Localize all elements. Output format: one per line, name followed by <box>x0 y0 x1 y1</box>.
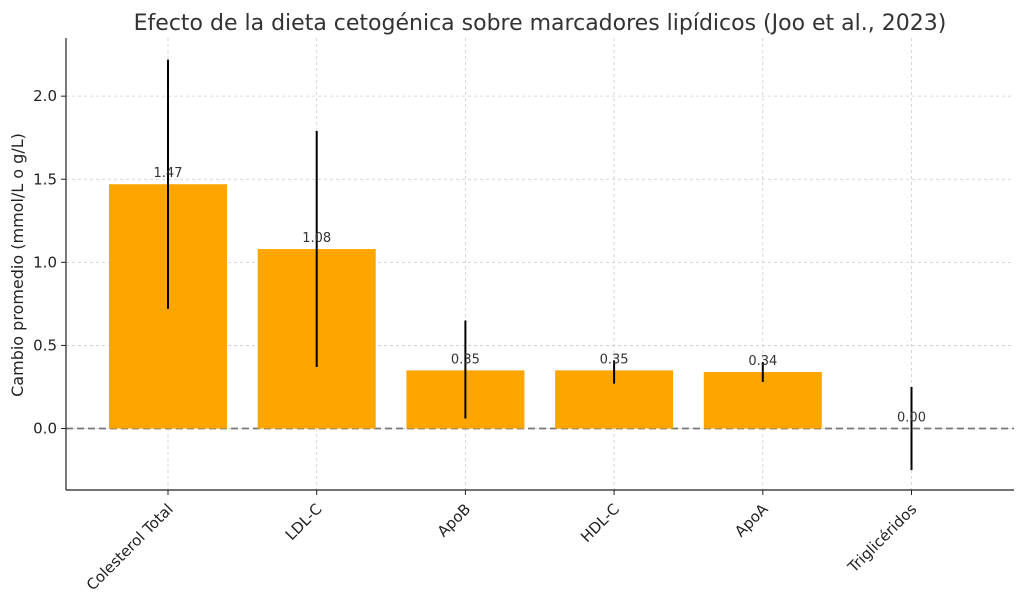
y-ticks: 0.0 0.5 1.0 1.5 2.0 <box>33 87 66 438</box>
data-label: 0.35 <box>451 352 480 367</box>
y-tick-label: 1.0 <box>33 253 57 271</box>
x-tick-label: Colesterol Total <box>83 500 177 594</box>
y-tick-label: 2.0 <box>33 87 57 105</box>
chart-title: Efecto de la dieta cetogénica sobre marc… <box>134 11 947 36</box>
data-labels: 1.47 1.08 0.35 0.35 0.34 0.00 <box>154 166 926 425</box>
data-label: 0.00 <box>897 411 926 426</box>
y-axis-label: Cambio promedio (mmol/L o g/L) <box>8 133 27 397</box>
y-tick-label: 0.5 <box>33 336 57 354</box>
data-label: 0.35 <box>600 352 629 367</box>
x-tick-label: ApoB <box>434 500 474 540</box>
x-ticks: Colesterol Total LDL-C ApoB HDL-C ApoA Trigli… <box>83 490 921 594</box>
x-tick-label: HDL-C <box>577 500 623 546</box>
data-label: 1.47 <box>154 166 183 181</box>
data-label: 1.08 <box>302 231 331 246</box>
x-tick-label: LDL-C <box>282 500 326 544</box>
axes <box>65 38 1014 491</box>
error-bars <box>167 59 913 471</box>
x-tick-label: Triglicéridos <box>844 500 921 577</box>
x-tick-label: ApoA <box>731 500 772 541</box>
data-label: 0.34 <box>748 354 777 369</box>
y-tick-label: 0.0 <box>33 420 57 438</box>
y-tick-label: 1.5 <box>33 170 57 188</box>
